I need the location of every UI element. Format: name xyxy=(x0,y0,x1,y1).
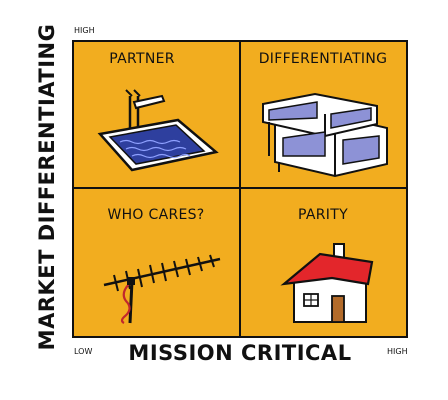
x-axis-title: MISSION CRITICAL xyxy=(128,341,352,365)
horizontal-divider xyxy=(72,187,408,189)
quadrant-label-who-cares: WHO CARES? xyxy=(107,207,205,223)
quadrant-label-differentiating: DIFFERENTIATING xyxy=(258,51,388,67)
diving-board-pool-icon xyxy=(97,89,219,172)
modern-house-icon xyxy=(262,92,388,178)
y-axis-high-label: HIGH xyxy=(74,26,95,35)
x-axis-high-label: HIGH xyxy=(387,347,408,356)
simple-house-icon xyxy=(280,243,374,323)
vertical-divider xyxy=(239,40,241,338)
x-axis-low-label: LOW xyxy=(74,347,93,356)
tv-antenna-icon xyxy=(103,254,221,324)
quadrant-label-parity: PARITY xyxy=(298,207,348,223)
y-axis-title: MARKET DIFFERENTIATING xyxy=(35,23,59,351)
quadrant-label-partner: PARTNER xyxy=(109,51,175,67)
